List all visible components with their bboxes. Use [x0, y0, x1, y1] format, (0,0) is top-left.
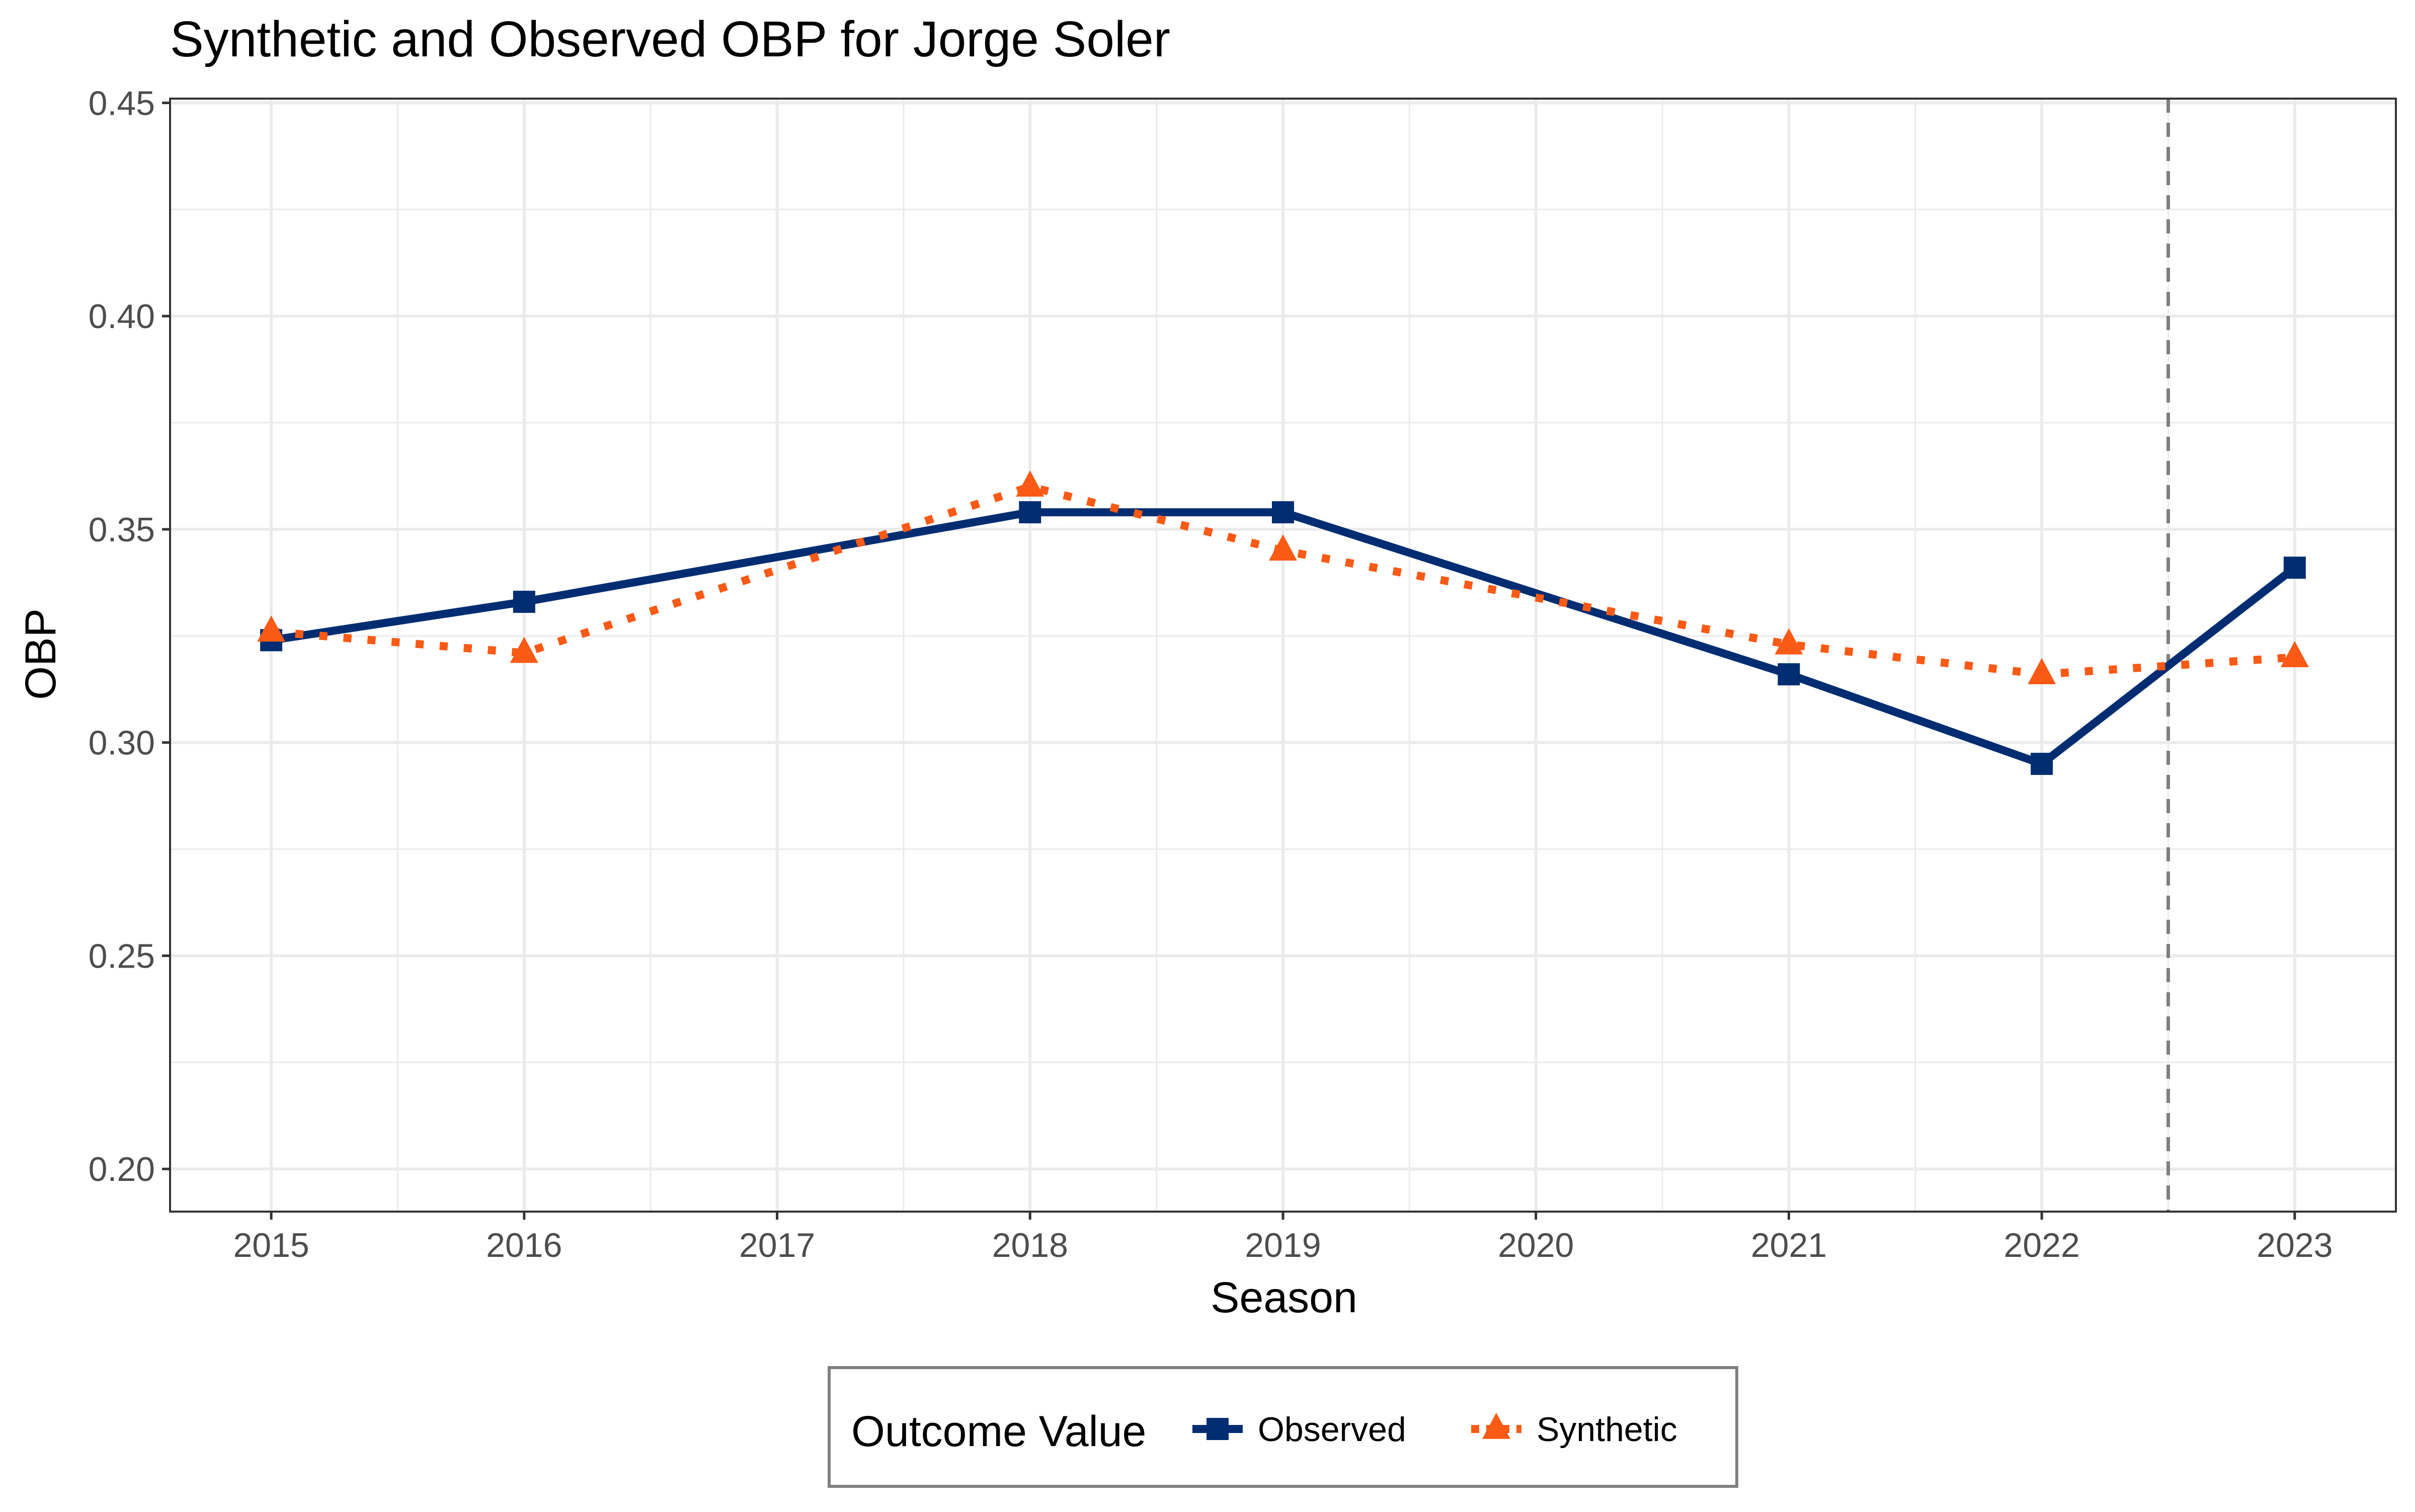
legend-synthetic-label: Synthetic	[1537, 1410, 1677, 1449]
y-tick-label: 0.25	[89, 937, 155, 975]
y-axis-title: OBP	[17, 608, 65, 700]
observed-point	[513, 591, 535, 613]
synthetic-point	[510, 636, 538, 663]
x-tick-label: 2021	[1751, 1226, 1827, 1264]
x-tick-label: 2023	[2257, 1226, 2332, 1264]
observed-point	[1778, 663, 1800, 686]
observed-point	[2283, 556, 2306, 579]
synthetic-point	[1775, 628, 1803, 655]
synthetic-point	[1016, 470, 1044, 497]
chart-title: Synthetic and Observed OBP for Jorge Sol…	[170, 11, 1170, 67]
x-tick-label: 2020	[1498, 1226, 1574, 1264]
legend-box	[828, 1366, 1738, 1488]
series-group	[257, 470, 2309, 775]
observed-point	[1272, 501, 1294, 524]
x-tick-label: 2019	[1245, 1226, 1321, 1264]
x-tick-label: 2015	[233, 1226, 309, 1264]
legend-title: Outcome Value	[851, 1407, 1146, 1456]
legend-synthetic-point	[1482, 1412, 1510, 1439]
legend-items: Observed Synthetic	[1192, 1410, 1677, 1449]
x-tick-label: 2022	[2004, 1226, 2080, 1264]
x-tick-label: 2018	[992, 1226, 1068, 1264]
y-axis: 0.20 0.25 0.30 0.35 0.40 0.45	[89, 84, 170, 1188]
legend-observed-label: Observed	[1258, 1410, 1406, 1449]
legend: Outcome Value Observed Synthetic	[828, 1366, 1738, 1488]
observed-point	[1019, 501, 1041, 524]
x-tick-label: 2016	[486, 1226, 562, 1264]
synthetic-point	[1269, 534, 1297, 561]
synthetic-point	[2028, 658, 2056, 684]
grid	[170, 99, 2396, 1212]
y-tick-label: 0.20	[89, 1150, 155, 1188]
x-tick-label: 2017	[739, 1226, 815, 1264]
y-tick-label: 0.35	[89, 511, 155, 549]
x-axis: 2015 2016 2017 2018 2019 2020 2021 2022 2023	[233, 1212, 2333, 1264]
observed-point	[2031, 753, 2053, 775]
x-axis-title: Season	[1211, 1274, 1357, 1322]
y-tick-label: 0.45	[89, 84, 155, 122]
legend-observed-point	[1206, 1418, 1229, 1440]
y-tick-label: 0.30	[89, 724, 155, 762]
y-tick-label: 0.40	[89, 297, 155, 336]
synthetic-point	[2280, 641, 2309, 667]
synthetic-point	[257, 615, 286, 642]
